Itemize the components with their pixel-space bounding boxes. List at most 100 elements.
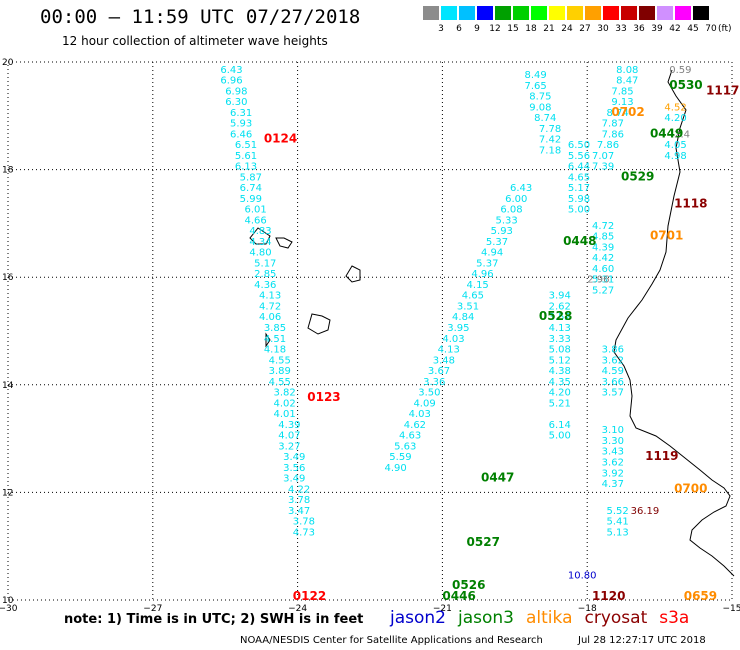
wave-height-value: 4.20: [664, 113, 686, 124]
wave-height-value: 4.55: [269, 355, 291, 366]
wave-height-value: 5.61: [235, 151, 257, 162]
wave-height-value: 9.08: [529, 102, 551, 113]
wave-height-value: 5.56: [568, 151, 590, 162]
legend-swatch: [531, 6, 547, 20]
wave-height-value: 3.43: [602, 447, 624, 458]
wave-height-value: 5.00: [549, 431, 571, 442]
lat-tick-label: 14: [2, 381, 14, 391]
wave-height-value: 7.78: [539, 124, 561, 135]
wave-height-value: 4.09: [413, 398, 435, 409]
pass-time-label: 1117: [706, 83, 739, 97]
wave-height-value: 36.19: [631, 506, 660, 517]
altimeter-tracks: 6.436.966.986.306.315.936.466.515.616.13…: [220, 65, 638, 539]
pass-time-label: 1120: [592, 589, 625, 603]
wave-height-value: 4.22: [288, 484, 310, 495]
wave-height-value: 5.52: [607, 506, 629, 517]
axis-labels: −30 −27 −24 −21 −18 −15 10 12 14 16 18 20: [0, 58, 740, 614]
pass-time-label: 0448: [563, 234, 596, 248]
wave-height-value: 4.65: [462, 291, 484, 302]
pass-time-label: 0529: [621, 169, 654, 183]
wave-height-value: 5.08: [549, 345, 571, 356]
wave-height-value: 8.08: [616, 65, 638, 76]
pass-time-label: 0447: [481, 471, 514, 485]
satellite-legend-altika: altika: [526, 608, 573, 628]
wave-height-value: 6.46: [230, 129, 252, 140]
wave-height-value: 3.49: [283, 452, 305, 463]
legend-label: 15: [507, 24, 519, 34]
legend-label: 70: [705, 24, 717, 34]
pass-time-label: 0446: [442, 589, 475, 603]
legend-swatch: [549, 6, 565, 20]
wave-height-value: 4.37: [602, 479, 624, 490]
wave-height-value: 4.90: [384, 463, 406, 474]
wave-height-value: 5.87: [240, 172, 262, 183]
lat-tick-label: 20: [2, 58, 14, 68]
wave-height-value: 7.86: [597, 140, 619, 151]
wave-height-value: 4.13: [549, 323, 571, 334]
lon-tick-label: −24: [288, 604, 307, 614]
wave-height-value: 2.4: [674, 129, 690, 140]
wave-height-value: 4.42: [592, 253, 614, 264]
capeverde-island-santiago: [265, 332, 271, 348]
footer-note: note: 1) Time is in UTC; 2) SWH is in fe…: [64, 612, 364, 627]
wave-height-value: 4.36: [254, 280, 276, 291]
legend-label: 27: [579, 24, 591, 34]
wave-height-value: 4.38: [549, 366, 571, 377]
footer-timestamp: Jul 28 12:27:17 UTC 2018: [578, 635, 706, 646]
wave-height-value: 3.62: [602, 458, 624, 469]
wave-height-value: 3.10: [602, 425, 624, 436]
wave-height-value: 5.41: [607, 517, 629, 528]
wave-height-value: 4.80: [249, 248, 271, 259]
wave-height-value: 4.02: [273, 398, 295, 409]
wave-height-value: 4.39: [592, 242, 614, 253]
wave-height-value: 2.62: [549, 301, 571, 312]
wave-height-value: 3.66: [602, 377, 624, 388]
wave-height-value: 3.50: [418, 388, 440, 399]
wave-height-value: 4.63: [399, 431, 421, 442]
wave-height-value: 3.48: [433, 355, 455, 366]
wave-height-value: 4.13: [259, 291, 281, 302]
map-grid: [7, 61, 733, 601]
satellite-legend-jason3: jason3: [458, 608, 514, 628]
pass-time-label: 0123: [307, 390, 340, 404]
wave-height-value: 5.17: [254, 258, 276, 269]
wave-height-value: 5.21: [549, 398, 571, 409]
legend-swatch: [495, 6, 511, 20]
wave-height-value: 4.96: [471, 269, 493, 280]
legend-label: 6: [456, 24, 462, 34]
legend-label: 39: [651, 24, 663, 34]
wave-height-value: 6.51: [235, 140, 257, 151]
wave-height-value: 5.63: [394, 441, 416, 452]
wave-height-value: 4.59: [602, 366, 624, 377]
wave-height-value: 3.51: [457, 301, 479, 312]
legend-label: 21: [543, 24, 555, 34]
legend-swatch: [477, 6, 493, 20]
wave-height-value: 6.08: [500, 205, 522, 216]
wave-height-value: 4.55: [269, 377, 291, 388]
wave-height-value: 4.73: [293, 527, 315, 538]
wave-height-value: 3.49: [283, 474, 305, 485]
pass-times: 0124 0123 0122 0530 1117 0702 0449 0529 1118 0448…: [264, 78, 740, 603]
wave-height-value: 5.27: [592, 285, 614, 296]
wave-height-value: 4.72: [592, 221, 614, 232]
wave-height-value: 3.89: [269, 366, 291, 377]
legend-label: 24: [561, 24, 573, 34]
wave-height-value: 3.52: [549, 312, 571, 323]
wave-height-value: 4.39: [278, 420, 300, 431]
wave-height-value: 5.59: [389, 452, 411, 463]
pass-time-label: 0659: [684, 589, 717, 603]
lat-tick-label: 10: [2, 596, 14, 606]
pass-time-label: 0700: [674, 481, 707, 495]
wave-height-value: 6.30: [225, 97, 247, 108]
wave-height-value: 4.94: [481, 248, 503, 259]
wave-height-value: 4.51: [264, 334, 286, 345]
wave-height-value: 3.92: [602, 468, 624, 479]
wave-height-value: 6.44: [568, 162, 590, 173]
wave-height-value: 8.74: [534, 113, 556, 124]
wave-height-value: 5.33: [495, 215, 517, 226]
wave-height-value: 7.65: [524, 81, 546, 92]
legend-swatch: [639, 6, 655, 20]
wave-height-value: 3.67: [428, 366, 450, 377]
wave-height-value: 5.31: [592, 275, 614, 286]
